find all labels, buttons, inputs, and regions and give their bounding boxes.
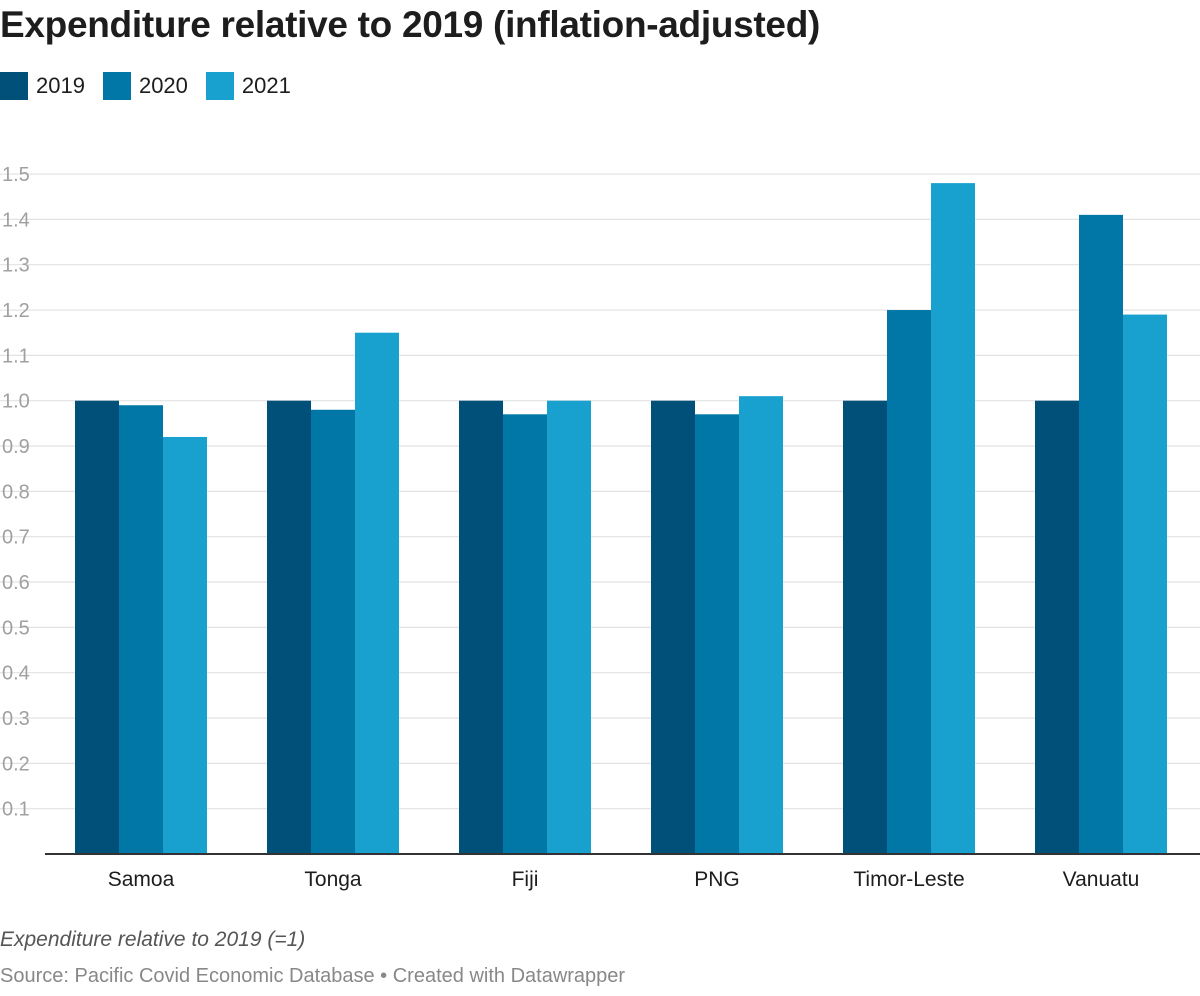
bar-fiji-2019 — [459, 400, 503, 854]
legend-item-2019: 2019 — [0, 72, 85, 100]
bar-tonga-2019 — [267, 400, 311, 854]
x-category-label: Vanuatu — [1063, 868, 1140, 891]
y-tick-label: 0.3 — [2, 708, 30, 730]
legend-swatch-2019 — [0, 72, 28, 100]
bar-vanuatu-2020 — [1079, 214, 1123, 855]
y-tick-label: 1.1 — [2, 345, 30, 367]
chart-title: Expenditure relative to 2019 (inflation-… — [0, 4, 821, 45]
bar-fiji-2021 — [547, 400, 591, 854]
bar-png-2020 — [695, 414, 739, 854]
y-tick-label: 0.1 — [2, 799, 30, 821]
bar-tonga-2021 — [355, 332, 399, 854]
bar-chart: 0.1 0.2 0.3 0.4 0.5 0.6 0.7 0.8 0.9 1.0 1.1 1.2 1.3 1… — [0, 164, 1200, 891]
y-tick-label: 0.7 — [2, 527, 30, 549]
bar-png-2019 — [651, 400, 695, 854]
bar-tonga-2020 — [311, 409, 355, 854]
y-tick-label: 0.4 — [2, 663, 30, 685]
y-tick-label: 0.8 — [2, 481, 30, 503]
bar-samoa-2019 — [75, 400, 119, 854]
bar-timor-leste-2020 — [887, 310, 931, 854]
legend-label-2019: 2019 — [36, 73, 85, 98]
bar-samoa-2021 — [163, 436, 207, 854]
x-category-label: Timor-Leste — [853, 868, 964, 891]
y-tick-label: 1.0 — [2, 391, 30, 413]
y-tick-label: 1.2 — [2, 300, 30, 322]
x-category-label: PNG — [694, 868, 740, 891]
y-tick-label: 0.2 — [2, 753, 30, 775]
bar-vanuatu-2021 — [1123, 314, 1167, 854]
chart-note: Expenditure relative to 2019 (=1) — [0, 928, 306, 951]
legend-label-2020: 2020 — [138, 73, 188, 98]
legend-item-2020: 2020 — [102, 72, 188, 100]
legend: 2019 2020 2021 — [0, 70, 309, 102]
y-tick-label: 1.5 — [2, 164, 30, 186]
x-category-label: Fiji — [512, 868, 539, 891]
bar-timor-leste-2021 — [931, 183, 975, 855]
y-tick-label: 0.9 — [2, 436, 30, 458]
y-tick-label: 0.6 — [2, 572, 30, 594]
legend-swatch-2020 — [102, 72, 131, 100]
x-category-label: Tonga — [304, 868, 362, 891]
y-tick-label: 1.4 — [2, 209, 30, 231]
y-tick-label: 1.3 — [2, 255, 30, 277]
bar-vanuatu-2019 — [1035, 400, 1079, 854]
legend-item-2021: 2021 — [205, 72, 291, 100]
legend-swatch-2021 — [205, 72, 234, 100]
bar-png-2021 — [739, 396, 783, 854]
bar-fiji-2020 — [503, 414, 547, 854]
bar-timor-leste-2019 — [843, 400, 887, 854]
legend-label-2021: 2021 — [241, 73, 291, 98]
y-tick-label: 0.5 — [2, 617, 30, 639]
bar-samoa-2020 — [119, 405, 163, 854]
source-credit: Source: Pacific Covid Economic Database … — [0, 965, 626, 987]
x-category-label: Samoa — [108, 868, 175, 891]
